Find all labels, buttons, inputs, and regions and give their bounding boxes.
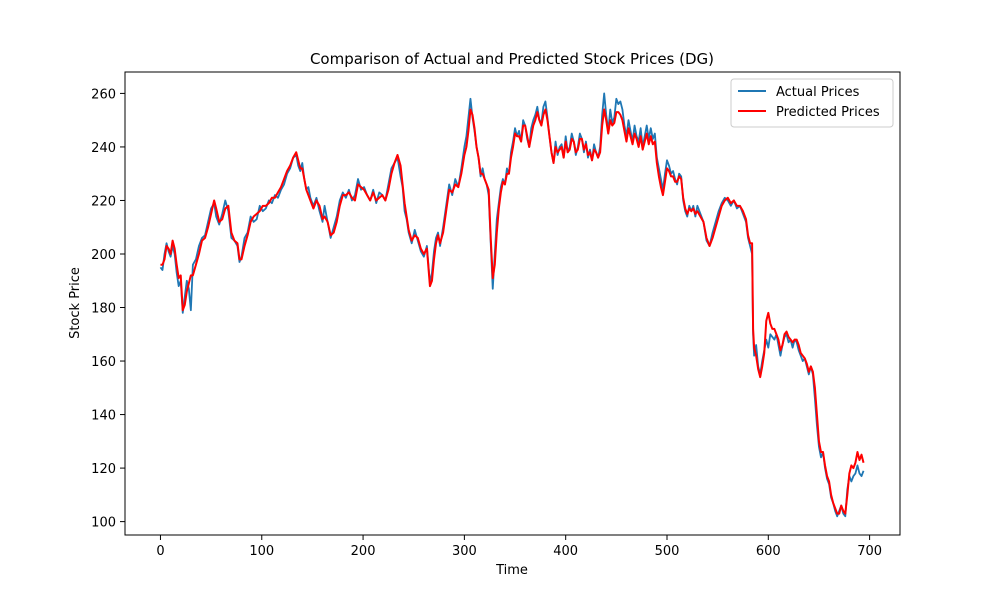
legend-box [730,78,894,128]
x-tick-label: 700 [857,544,882,559]
y-tick-label: 220 [91,194,116,209]
y-tick-label: 260 [91,87,116,102]
plot-frame [124,71,901,536]
legend-label-predicted: Predicted Prices [776,105,880,120]
x-tick-label: 400 [553,544,578,559]
y-tick-label: 100 [91,516,116,531]
x-axis: 0 100 200 300 400 500 600 700 [156,535,882,559]
y-tick-label: 200 [91,248,116,263]
y-axis-label: Stock Price [68,267,83,339]
predicted-prices-line [160,108,865,515]
x-tick-label: 100 [249,544,274,559]
x-axis-label: Time [495,563,528,578]
legend: Actual Prices Predicted Prices [730,78,894,128]
x-tick-label: 300 [452,544,477,559]
y-tick-label: 120 [91,462,116,477]
series-layer [159,92,865,518]
chart-title: Comparison of Actual and Predicted Stock… [310,50,714,68]
x-tick-label: 0 [156,544,164,559]
y-tick-label: 160 [91,355,116,370]
x-tick-label: 500 [655,544,680,559]
plot-area [124,71,901,536]
y-tick-label: 240 [91,141,116,156]
y-tick-label: 180 [91,302,116,317]
legend-label-actual: Actual Prices [776,85,860,100]
x-tick-label: 600 [756,544,781,559]
y-tick-label: 140 [91,409,116,424]
y-axis: 100 120 140 160 180 200 220 240 260 [91,87,125,531]
x-tick-label: 200 [351,544,376,559]
